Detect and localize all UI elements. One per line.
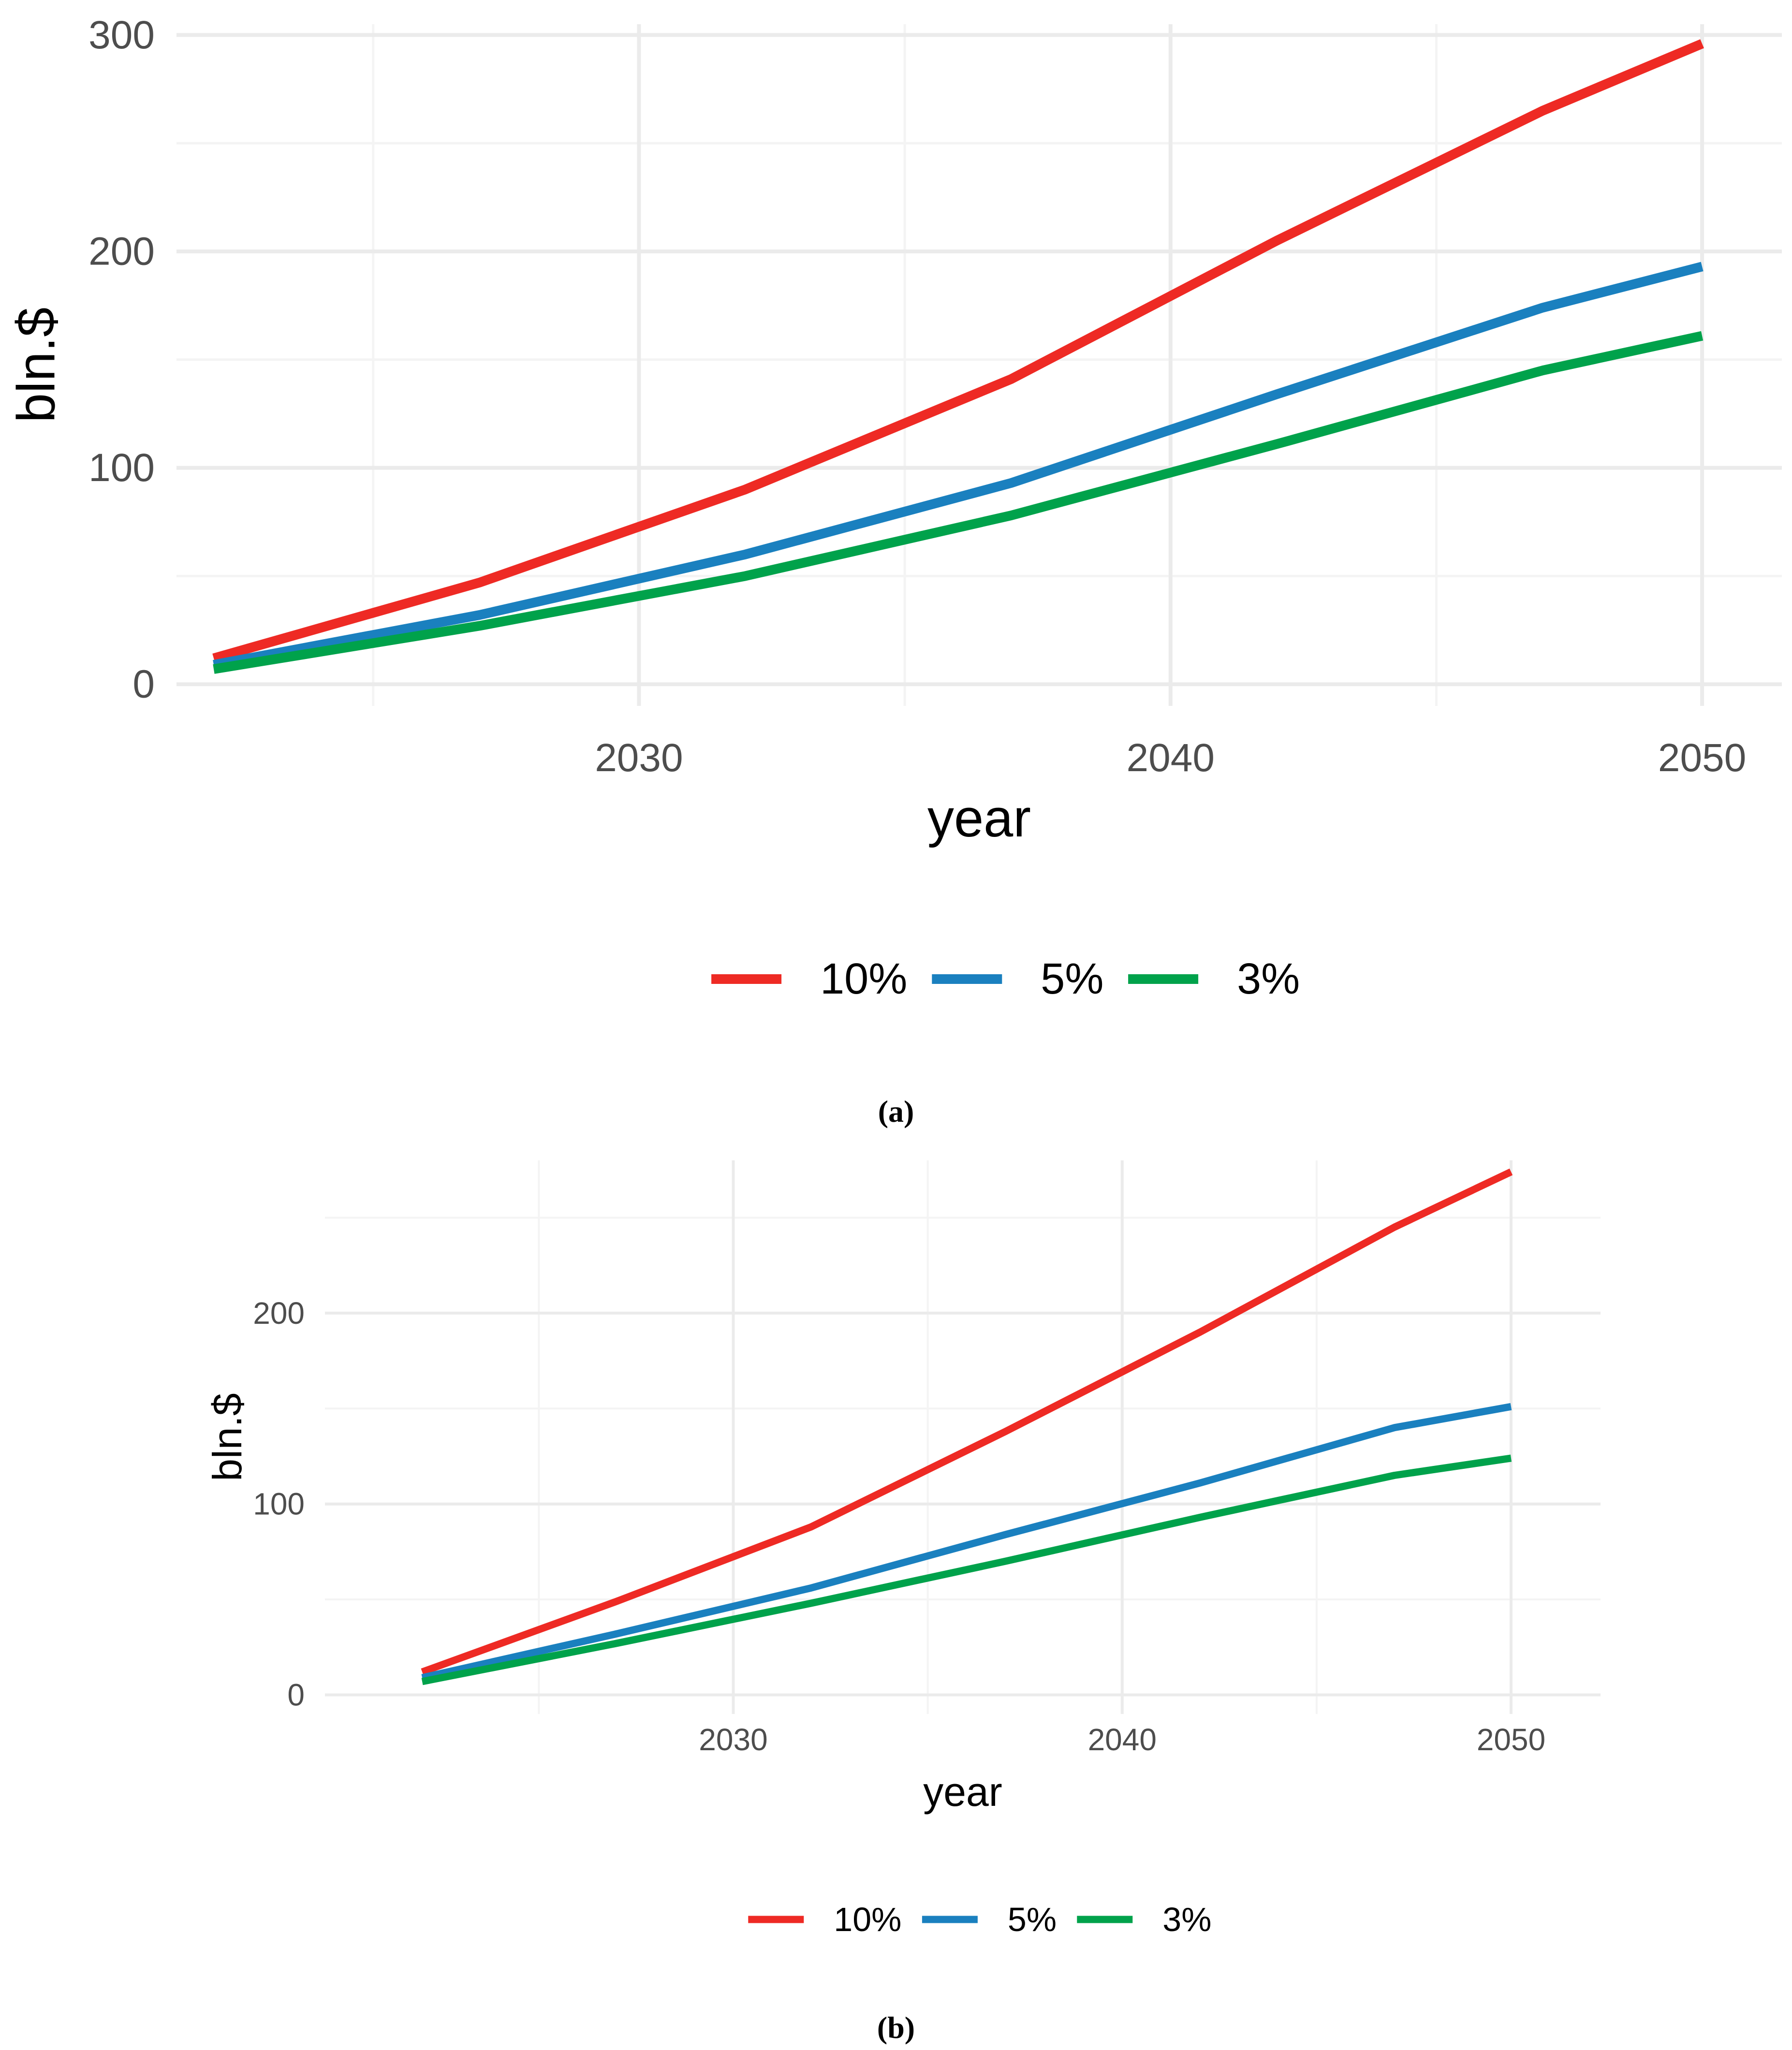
legend-label: 5%	[1041, 955, 1103, 1003]
y-axis-title: bln.$	[7, 308, 66, 423]
x-axis-title: year	[927, 789, 1031, 848]
x-axis-title: year	[923, 1769, 1002, 1815]
panel-b: 0 100 200 2030 2040 2050 year bln.$ 10% 5% 3% (b)	[205, 1160, 1601, 2045]
series-line-10pct	[421, 1168, 1513, 1676]
legend-label: 5%	[1008, 1901, 1057, 1938]
series-line-3pct	[421, 1454, 1512, 1685]
series-line-3pct	[213, 331, 1704, 674]
x-tick-label: 2050	[1658, 736, 1746, 780]
x-tick-label: 2040	[1127, 736, 1215, 780]
legend-label: 3%	[1237, 955, 1300, 1003]
legend-label: 10%	[820, 955, 907, 1003]
legend: 10% 5% 3%	[748, 1901, 1211, 1938]
x-tick-label: 2030	[595, 736, 683, 780]
series-line-10pct	[212, 39, 1704, 663]
panel-a: 0 100 200 300 2030 2040 2050 year bln.$ 10% 5% 3% (a…	[7, 13, 1782, 1128]
y-tick-label: 200	[88, 230, 155, 274]
legend-label: 3%	[1162, 1901, 1211, 1938]
y-tick-label: 100	[88, 446, 155, 490]
x-tick-label: 2040	[1088, 1722, 1157, 1757]
legend-label: 10%	[834, 1901, 901, 1938]
x-tick-label: 2050	[1477, 1722, 1545, 1757]
y-tick-label: 200	[253, 1296, 305, 1331]
y-tick-label: 100	[253, 1487, 305, 1522]
y-tick-label: 300	[88, 13, 155, 57]
y-axis-title: bln.$	[205, 1393, 250, 1481]
legend: 10% 5% 3%	[711, 955, 1300, 1003]
y-tick-label: 0	[132, 662, 155, 706]
series-line-5pct	[213, 262, 1704, 670]
panel-caption: (a)	[878, 1094, 914, 1128]
series-line-5pct	[421, 1403, 1512, 1682]
x-tick-label: 2030	[699, 1722, 767, 1757]
panel-caption: (b)	[877, 2010, 915, 2045]
y-tick-label: 0	[287, 1678, 305, 1713]
